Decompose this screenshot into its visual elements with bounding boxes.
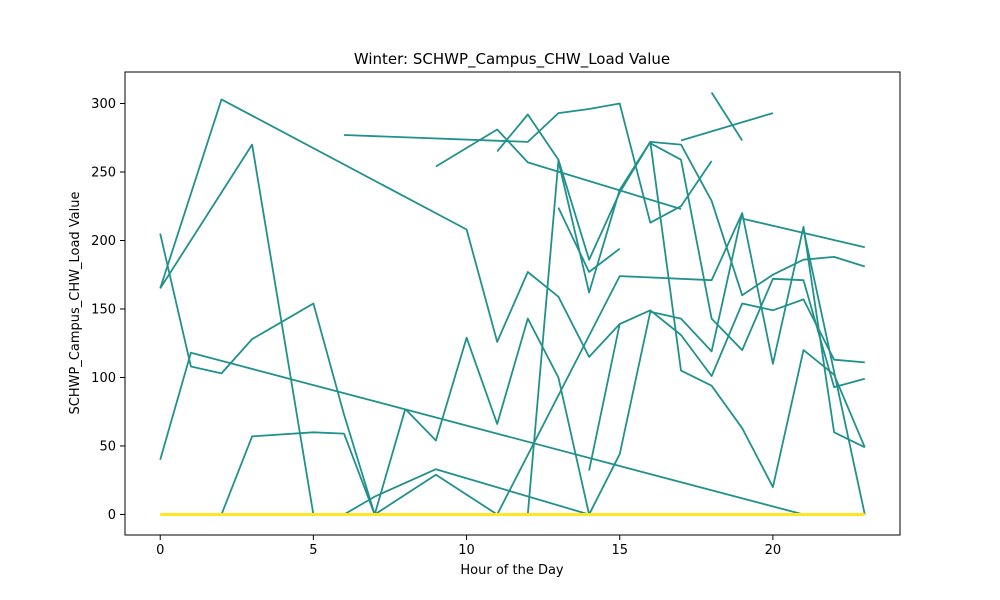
series-line-1 — [159, 143, 315, 515]
y-tick-label: 200 — [91, 234, 116, 249]
plot-frame — [124, 71, 901, 536]
series-line-0 — [159, 233, 376, 515]
series-line-18 — [802, 229, 866, 515]
x-tick-label: 20 — [765, 543, 782, 558]
y-axis: 0 50 100 150 200 250 300 — [91, 97, 125, 523]
series-line-14 — [649, 142, 866, 389]
series-line-5 — [343, 102, 713, 224]
series-line-11 — [374, 212, 866, 516]
series-line-6 — [404, 317, 590, 515]
x-axis-label: Hour of the Day — [460, 563, 564, 578]
y-tick-label: 100 — [91, 371, 116, 386]
x-tick-label: 0 — [156, 543, 164, 558]
series-line-10 — [466, 140, 866, 516]
y-tick-label: 250 — [91, 165, 116, 180]
series-line-9 — [343, 212, 744, 516]
series-line-12 — [557, 207, 621, 273]
series-line-7 — [435, 128, 682, 210]
y-tick-label: 150 — [91, 302, 116, 317]
series-line-3 — [159, 351, 804, 516]
y-tick-label: 0 — [108, 508, 116, 523]
series-line-15 — [680, 112, 774, 142]
chart-title: Winter: SCHWP_Campus_CHW_Load Value — [354, 50, 670, 69]
series-layer — [159, 92, 866, 516]
series-line-4 — [220, 408, 407, 516]
x-tick-label: 10 — [458, 543, 475, 558]
y-tick-label: 300 — [91, 97, 116, 112]
y-axis-label: SCHWP_Campus_CHW_Load Value — [68, 192, 83, 415]
x-tick-label: 5 — [309, 543, 317, 558]
x-tick-label: 15 — [611, 543, 628, 558]
x-axis: 0 5 10 15 20 — [156, 535, 781, 558]
y-tick-label: 50 — [99, 439, 116, 454]
series-line-2 — [159, 98, 621, 358]
series-line-16 — [710, 92, 743, 141]
series-line-8 — [496, 113, 866, 297]
series-line-13 — [588, 298, 865, 471]
